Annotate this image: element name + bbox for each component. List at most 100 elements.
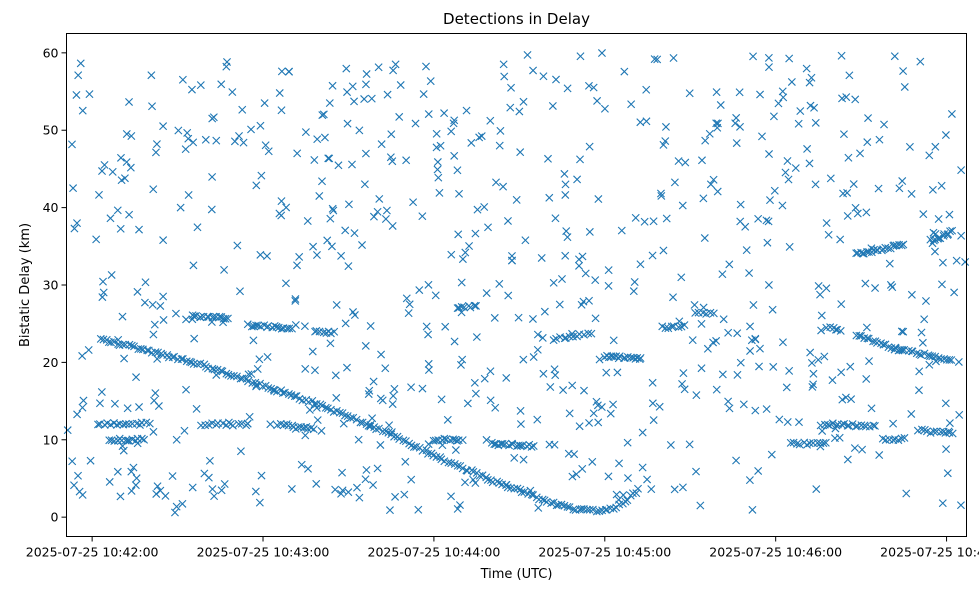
detection-point	[360, 95, 369, 104]
detection-point	[647, 485, 656, 494]
detection-point	[943, 469, 952, 478]
detection-point	[415, 286, 424, 295]
detection-point	[461, 248, 470, 257]
detection-point	[837, 300, 846, 309]
detection-point	[890, 52, 899, 61]
detection-point	[631, 213, 640, 222]
detection-point	[517, 488, 526, 497]
detection-point	[768, 305, 777, 314]
detection-point	[516, 441, 525, 450]
detection-point	[875, 451, 884, 460]
detection-point	[908, 347, 917, 356]
detection-point	[604, 281, 613, 290]
y-tick: 50	[43, 123, 67, 138]
detection-point	[623, 438, 632, 447]
detection-point	[930, 247, 939, 256]
detection-point	[519, 455, 528, 464]
detection-point	[466, 303, 475, 312]
detection-point	[669, 322, 678, 331]
detection-point	[516, 485, 525, 494]
detection-point	[354, 435, 363, 444]
detection-point	[565, 332, 574, 341]
detection-point	[110, 399, 119, 408]
detection-point	[508, 440, 517, 449]
detection-point	[472, 333, 481, 342]
detection-point	[762, 216, 771, 225]
detection-point	[638, 428, 647, 437]
detection-point	[845, 71, 854, 80]
detection-point	[367, 94, 376, 103]
detection-point	[275, 209, 284, 218]
x-tick-label: 2025-07-25 10:47:00	[880, 545, 979, 560]
detection-point	[125, 210, 134, 219]
detection-point	[543, 154, 552, 163]
detection-point	[107, 338, 115, 347]
detection-point	[407, 383, 416, 392]
detection-point	[78, 351, 87, 360]
detection-point	[519, 355, 528, 364]
y-tick: 10	[43, 432, 67, 447]
detection-point	[458, 255, 467, 264]
detection-point	[343, 88, 352, 97]
detection-point	[899, 240, 908, 249]
detection-point	[401, 457, 410, 466]
detection-point	[782, 383, 791, 392]
detection-point	[837, 368, 846, 377]
detection-point	[724, 397, 733, 406]
detection-point	[123, 436, 132, 445]
detection-point	[677, 273, 686, 282]
detection-point	[97, 388, 106, 397]
detection-point	[361, 341, 370, 350]
y-tick-label: 0	[51, 510, 59, 525]
detection-point	[778, 201, 787, 210]
detection-point	[706, 308, 715, 317]
detection-point	[945, 210, 954, 219]
detection-point	[116, 492, 125, 501]
detection-point	[791, 164, 800, 173]
detection-point	[220, 265, 229, 274]
detection-point	[217, 80, 226, 89]
detection-point	[263, 353, 272, 361]
detection-point	[925, 360, 934, 369]
detection-point	[764, 63, 773, 72]
detection-point	[291, 295, 300, 304]
detection-point	[369, 212, 378, 221]
detection-point	[550, 440, 559, 449]
detection-point	[836, 235, 845, 244]
detection-point	[588, 457, 597, 466]
detection-point	[125, 340, 134, 349]
detection-point	[865, 248, 874, 256]
detection-point	[290, 392, 299, 401]
detection-point	[623, 474, 632, 483]
detection-point	[503, 483, 512, 492]
detection-point	[578, 464, 587, 473]
detection-point	[373, 464, 382, 473]
detection-point	[470, 301, 479, 310]
detection-point	[805, 159, 814, 168]
detection-point	[404, 309, 413, 318]
detection-point	[245, 412, 254, 421]
detection-point	[470, 378, 479, 387]
detection-point	[606, 409, 615, 418]
detection-point	[440, 434, 449, 443]
detection-point	[703, 344, 712, 353]
detection-point	[116, 224, 125, 233]
detection-point	[344, 488, 353, 497]
detection-point	[98, 167, 107, 176]
detection-point	[277, 106, 286, 115]
detection-point	[769, 362, 778, 371]
detection-point	[561, 251, 570, 260]
detection-point	[277, 197, 286, 206]
detection-point	[365, 386, 374, 395]
detection-point	[328, 204, 337, 213]
detection-point	[785, 54, 794, 63]
detection-point	[802, 64, 811, 73]
detection-point	[172, 502, 181, 511]
detection-point	[458, 355, 467, 364]
detection-point	[678, 483, 687, 492]
detection-point	[475, 133, 484, 142]
detection-point	[275, 89, 284, 98]
detection-point	[182, 315, 191, 324]
detection-point	[310, 400, 319, 409]
